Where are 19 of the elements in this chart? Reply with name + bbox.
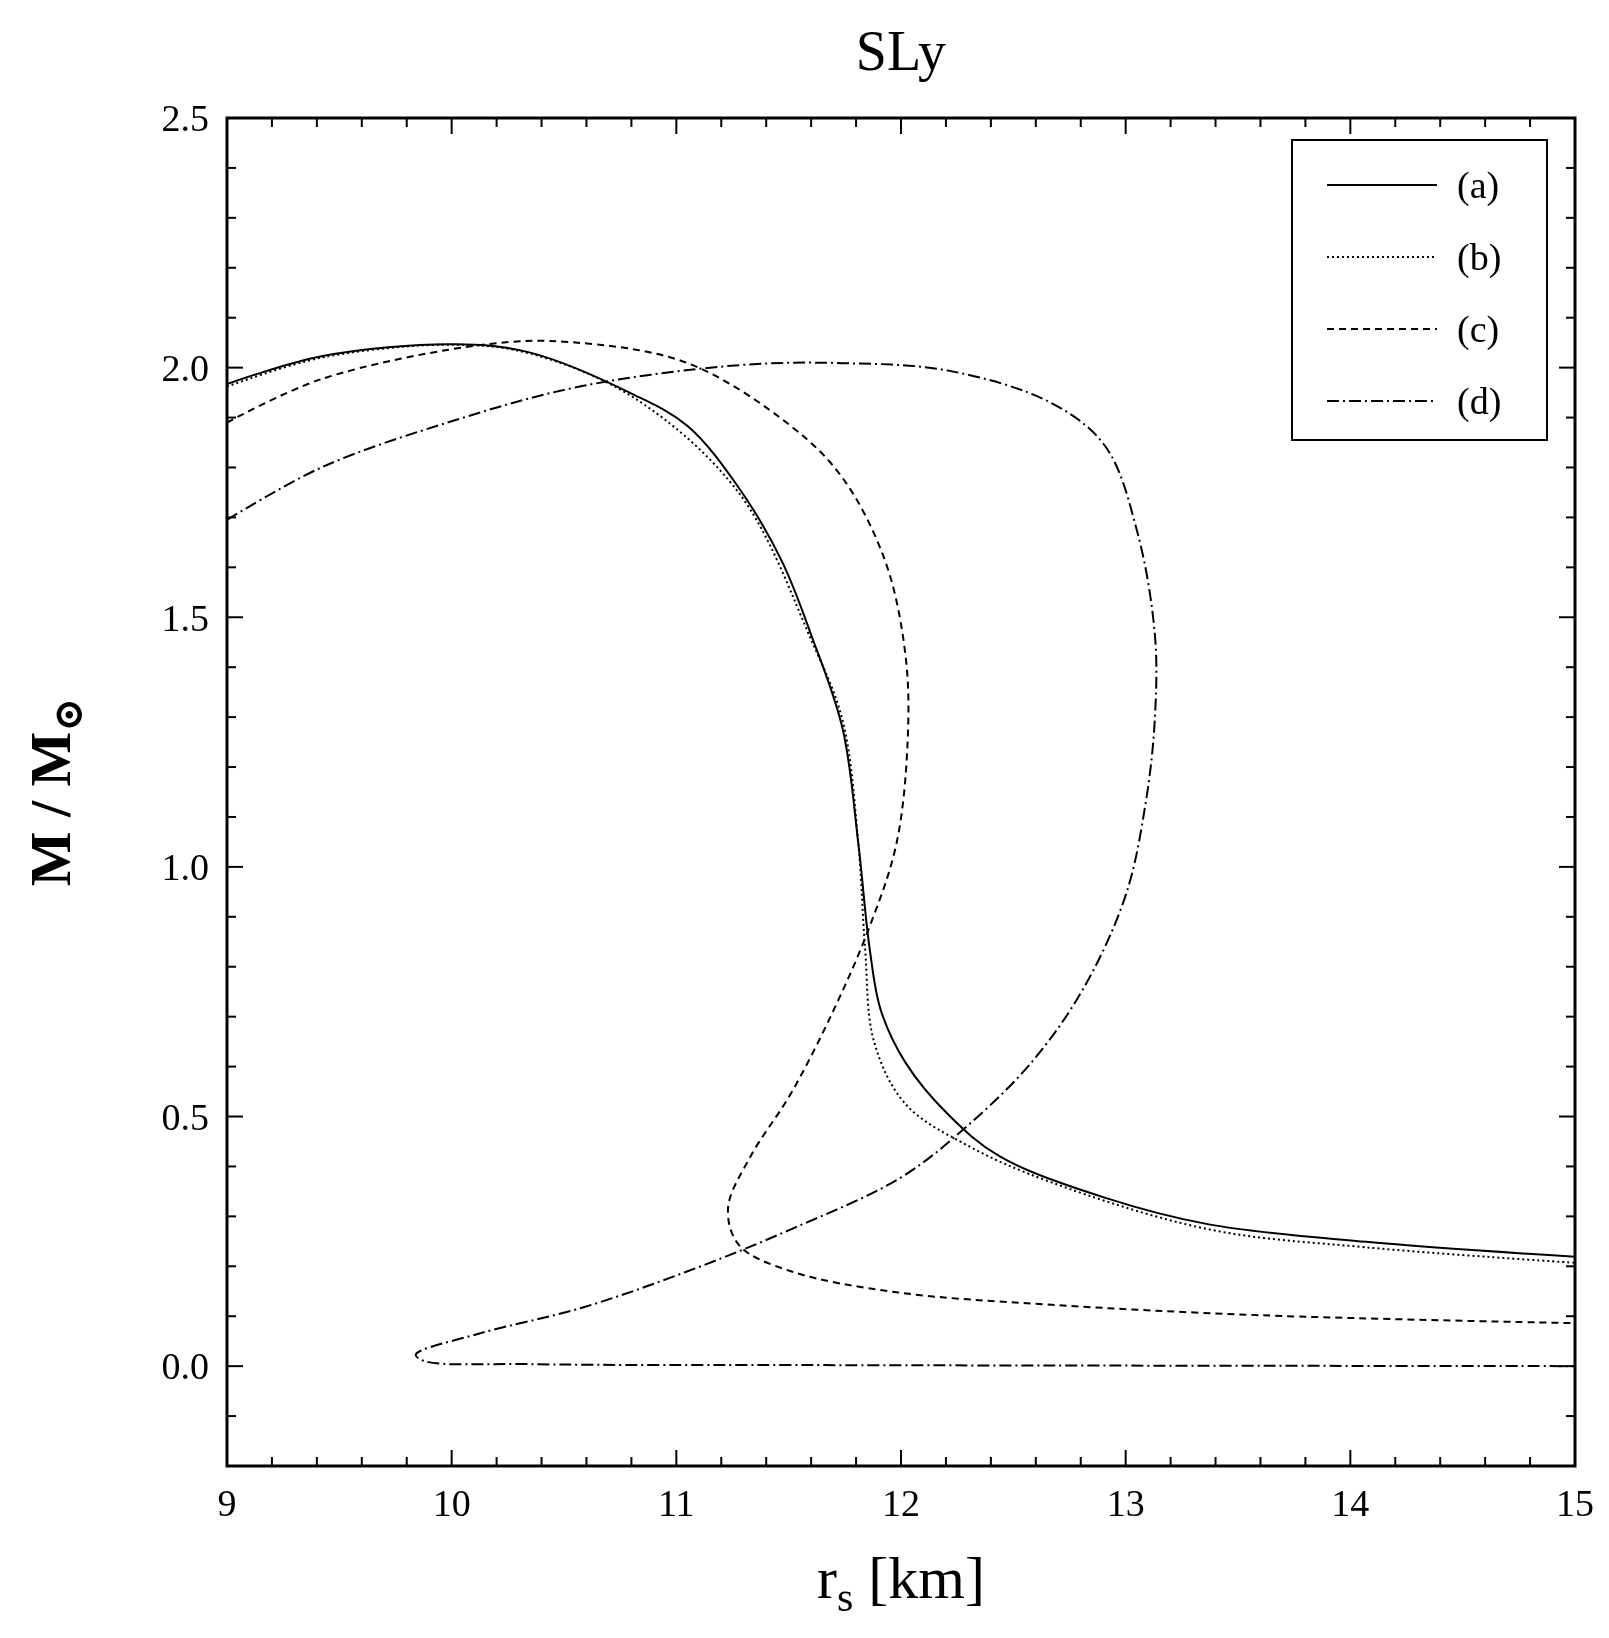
y-tick-label: 1.0 [161, 846, 209, 889]
x-axis-title: r$_{s}$ [km] [817, 1545, 985, 1620]
y-tick-label: 1.5 [161, 596, 209, 639]
y-tick-label: 0.5 [161, 1095, 209, 1138]
x-tick-label: 14 [1331, 1482, 1370, 1524]
y-tick-label: 2.0 [161, 346, 209, 389]
legend-label: (c) [1457, 308, 1500, 352]
legend-label: (b) [1457, 236, 1502, 280]
chart-title: SLy [855, 20, 947, 82]
y-tick-label: 2.5 [161, 97, 209, 140]
x-tick-label: 15 [1556, 1482, 1594, 1524]
x-tick-label: 10 [432, 1482, 471, 1524]
x-tick-label: 12 [882, 1482, 920, 1524]
y-tick-label: 0.0 [161, 1345, 209, 1388]
x-tick-label: 11 [658, 1482, 695, 1524]
x-tick-label: 13 [1106, 1482, 1145, 1524]
x-tick-label: 9 [217, 1482, 237, 1524]
legend-label: (d) [1457, 380, 1502, 424]
legend-label: (a) [1457, 164, 1500, 208]
